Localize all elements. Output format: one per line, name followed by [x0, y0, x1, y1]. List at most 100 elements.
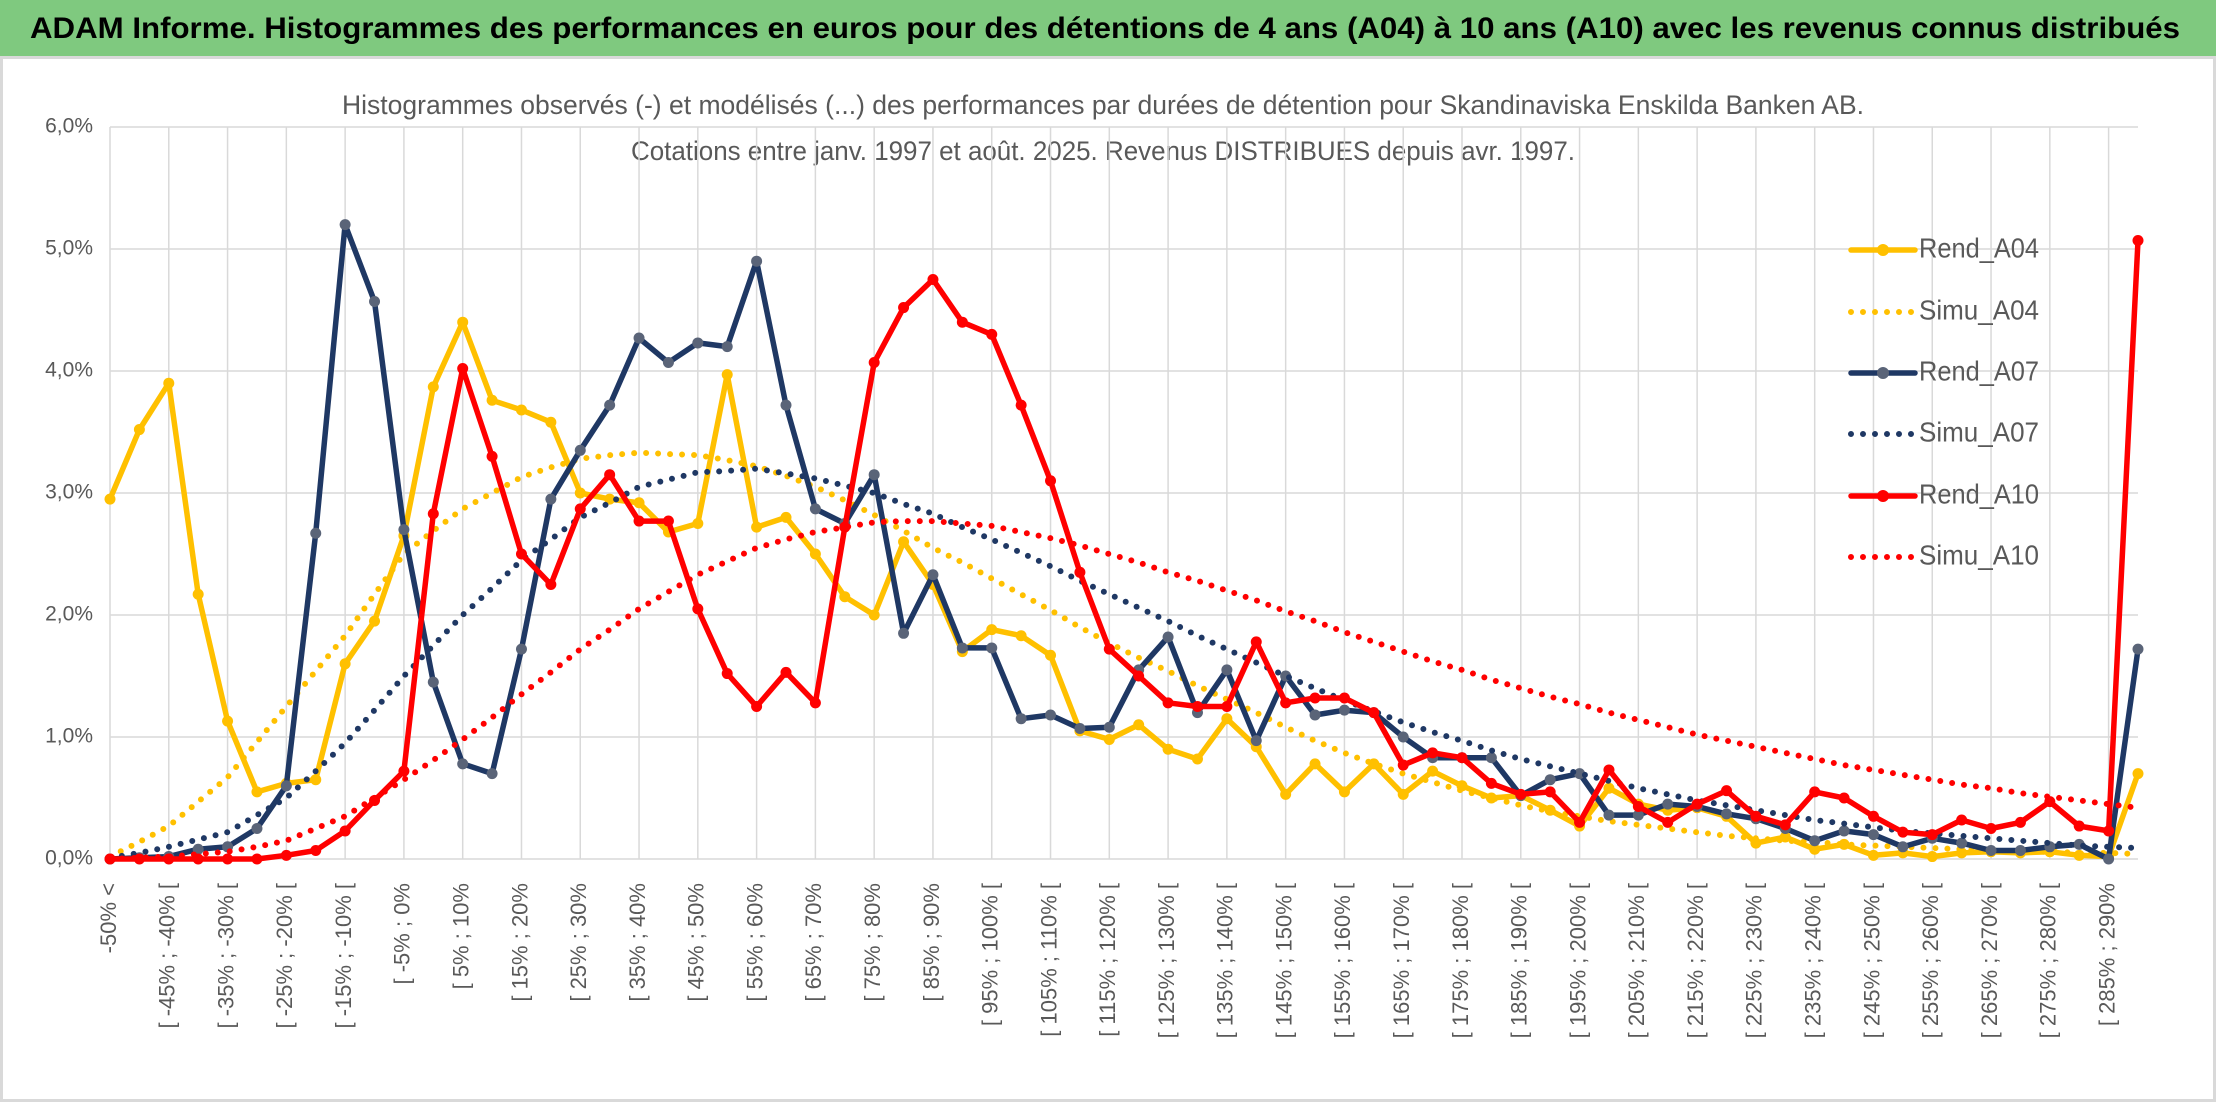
- data-point: [721, 341, 733, 353]
- data-point: [369, 615, 381, 627]
- data-point: [1956, 837, 1968, 849]
- data-point: [1809, 843, 1821, 855]
- data-point: [1103, 733, 1115, 745]
- y-tick-label: 1,0%: [45, 725, 93, 748]
- data-point: [1045, 649, 1057, 661]
- data-point: [721, 668, 733, 680]
- data-point: [486, 394, 498, 406]
- legend-marker: [1877, 244, 1889, 256]
- data-point: [457, 316, 469, 328]
- data-point: [1485, 777, 1497, 789]
- model-line: [107, 518, 2141, 862]
- data-point: [868, 469, 880, 481]
- data-point: [1015, 630, 1027, 642]
- x-tick-label: -50% <: [96, 883, 121, 953]
- data-point: [339, 825, 351, 837]
- data-point: [1427, 747, 1439, 759]
- data-point: [1632, 801, 1644, 813]
- data-point: [2103, 853, 2115, 865]
- data-point: [2132, 768, 2144, 780]
- data-point: [1309, 709, 1321, 721]
- data-point: [898, 302, 910, 314]
- legend-label: Simu_A07: [1919, 416, 2039, 447]
- data-point: [1662, 798, 1674, 810]
- data-point: [427, 676, 439, 688]
- data-point: [633, 497, 645, 509]
- data-point: [486, 450, 498, 462]
- data-point: [1809, 786, 1821, 798]
- data-point: [1191, 753, 1203, 765]
- data-point: [1603, 809, 1615, 821]
- x-tick-label: [ 235% ; 240% [: [1801, 883, 1826, 1038]
- data-point: [1544, 774, 1556, 786]
- data-point: [633, 332, 645, 344]
- data-point: [604, 399, 616, 411]
- data-point: [2073, 820, 2085, 832]
- data-point: [163, 377, 175, 389]
- data-point: [1133, 719, 1145, 731]
- data-point: [604, 493, 616, 505]
- data-point: [1309, 758, 1321, 770]
- data-point: [427, 381, 439, 393]
- data-point: [1221, 701, 1233, 712]
- data-point: [1779, 819, 1791, 831]
- data-point: [1926, 851, 1938, 863]
- data-point: [1191, 701, 1203, 712]
- x-tick-label: [ 135% ; 140% [: [1213, 883, 1238, 1038]
- data-point: [1985, 844, 1997, 856]
- data-point: [633, 515, 645, 527]
- x-tick-label: [ 195% ; 200% [: [1565, 883, 1590, 1038]
- data-point: [2014, 816, 2026, 828]
- data-point: [1280, 697, 1292, 709]
- data-point: [280, 780, 292, 792]
- data-point: [1074, 722, 1086, 734]
- x-tick-label: [ 185% ; 190% [: [1507, 883, 1532, 1038]
- data-point: [1750, 837, 1762, 849]
- data-point: [1809, 835, 1821, 847]
- data-point: [1045, 709, 1057, 721]
- x-tick-label: [ -35% ; -30% [: [213, 883, 238, 1029]
- data-point: [1015, 713, 1027, 725]
- data-point: [927, 274, 939, 285]
- data-point: [2014, 844, 2026, 856]
- data-point: [1338, 704, 1350, 716]
- data-point: [1309, 692, 1321, 704]
- data-point: [1838, 825, 1850, 837]
- legend-label: Rend_A10: [1919, 478, 2039, 509]
- data-point: [104, 493, 116, 505]
- x-tick-label: [ 95% ; 100% [: [978, 883, 1003, 1026]
- legend-marker: [1877, 490, 1889, 502]
- data-point: [1867, 849, 1879, 861]
- data-point: [251, 853, 263, 865]
- data-point: [780, 399, 792, 411]
- data-point: [251, 786, 263, 798]
- x-tick-label: [ 65% ; 70%: [801, 883, 826, 1002]
- data-point: [809, 503, 821, 515]
- chart-subtitle: Cotations entre janv. 1997 et août. 2025…: [631, 136, 1575, 166]
- data-point: [662, 356, 674, 368]
- data-point: [339, 219, 351, 231]
- observed-line: [107, 319, 2141, 860]
- data-point: [1045, 475, 1057, 487]
- data-point: [515, 548, 527, 560]
- data-point: [133, 424, 145, 436]
- data-point: [692, 518, 704, 529]
- data-point: [1133, 670, 1145, 682]
- data-point: [1867, 810, 1879, 822]
- data-point: [898, 536, 910, 548]
- data-point: [574, 503, 586, 515]
- x-tick-label: [ -45% ; -40% [: [155, 883, 180, 1029]
- data-point: [956, 316, 968, 328]
- x-tick-label: [ 145% ; 150% [: [1271, 883, 1296, 1038]
- data-point: [986, 642, 998, 654]
- observed-line: [107, 221, 2141, 862]
- x-tick-label: [ 75% ; 80%: [860, 883, 885, 1002]
- data-point: [1721, 785, 1733, 797]
- chart-title: Histogrammes observés (-) et modélisés (…: [342, 90, 1864, 120]
- model-line: [107, 465, 2141, 861]
- data-point: [809, 697, 821, 709]
- header-bar: [0, 0, 2216, 56]
- data-point: [751, 701, 763, 712]
- data-point: [280, 849, 292, 861]
